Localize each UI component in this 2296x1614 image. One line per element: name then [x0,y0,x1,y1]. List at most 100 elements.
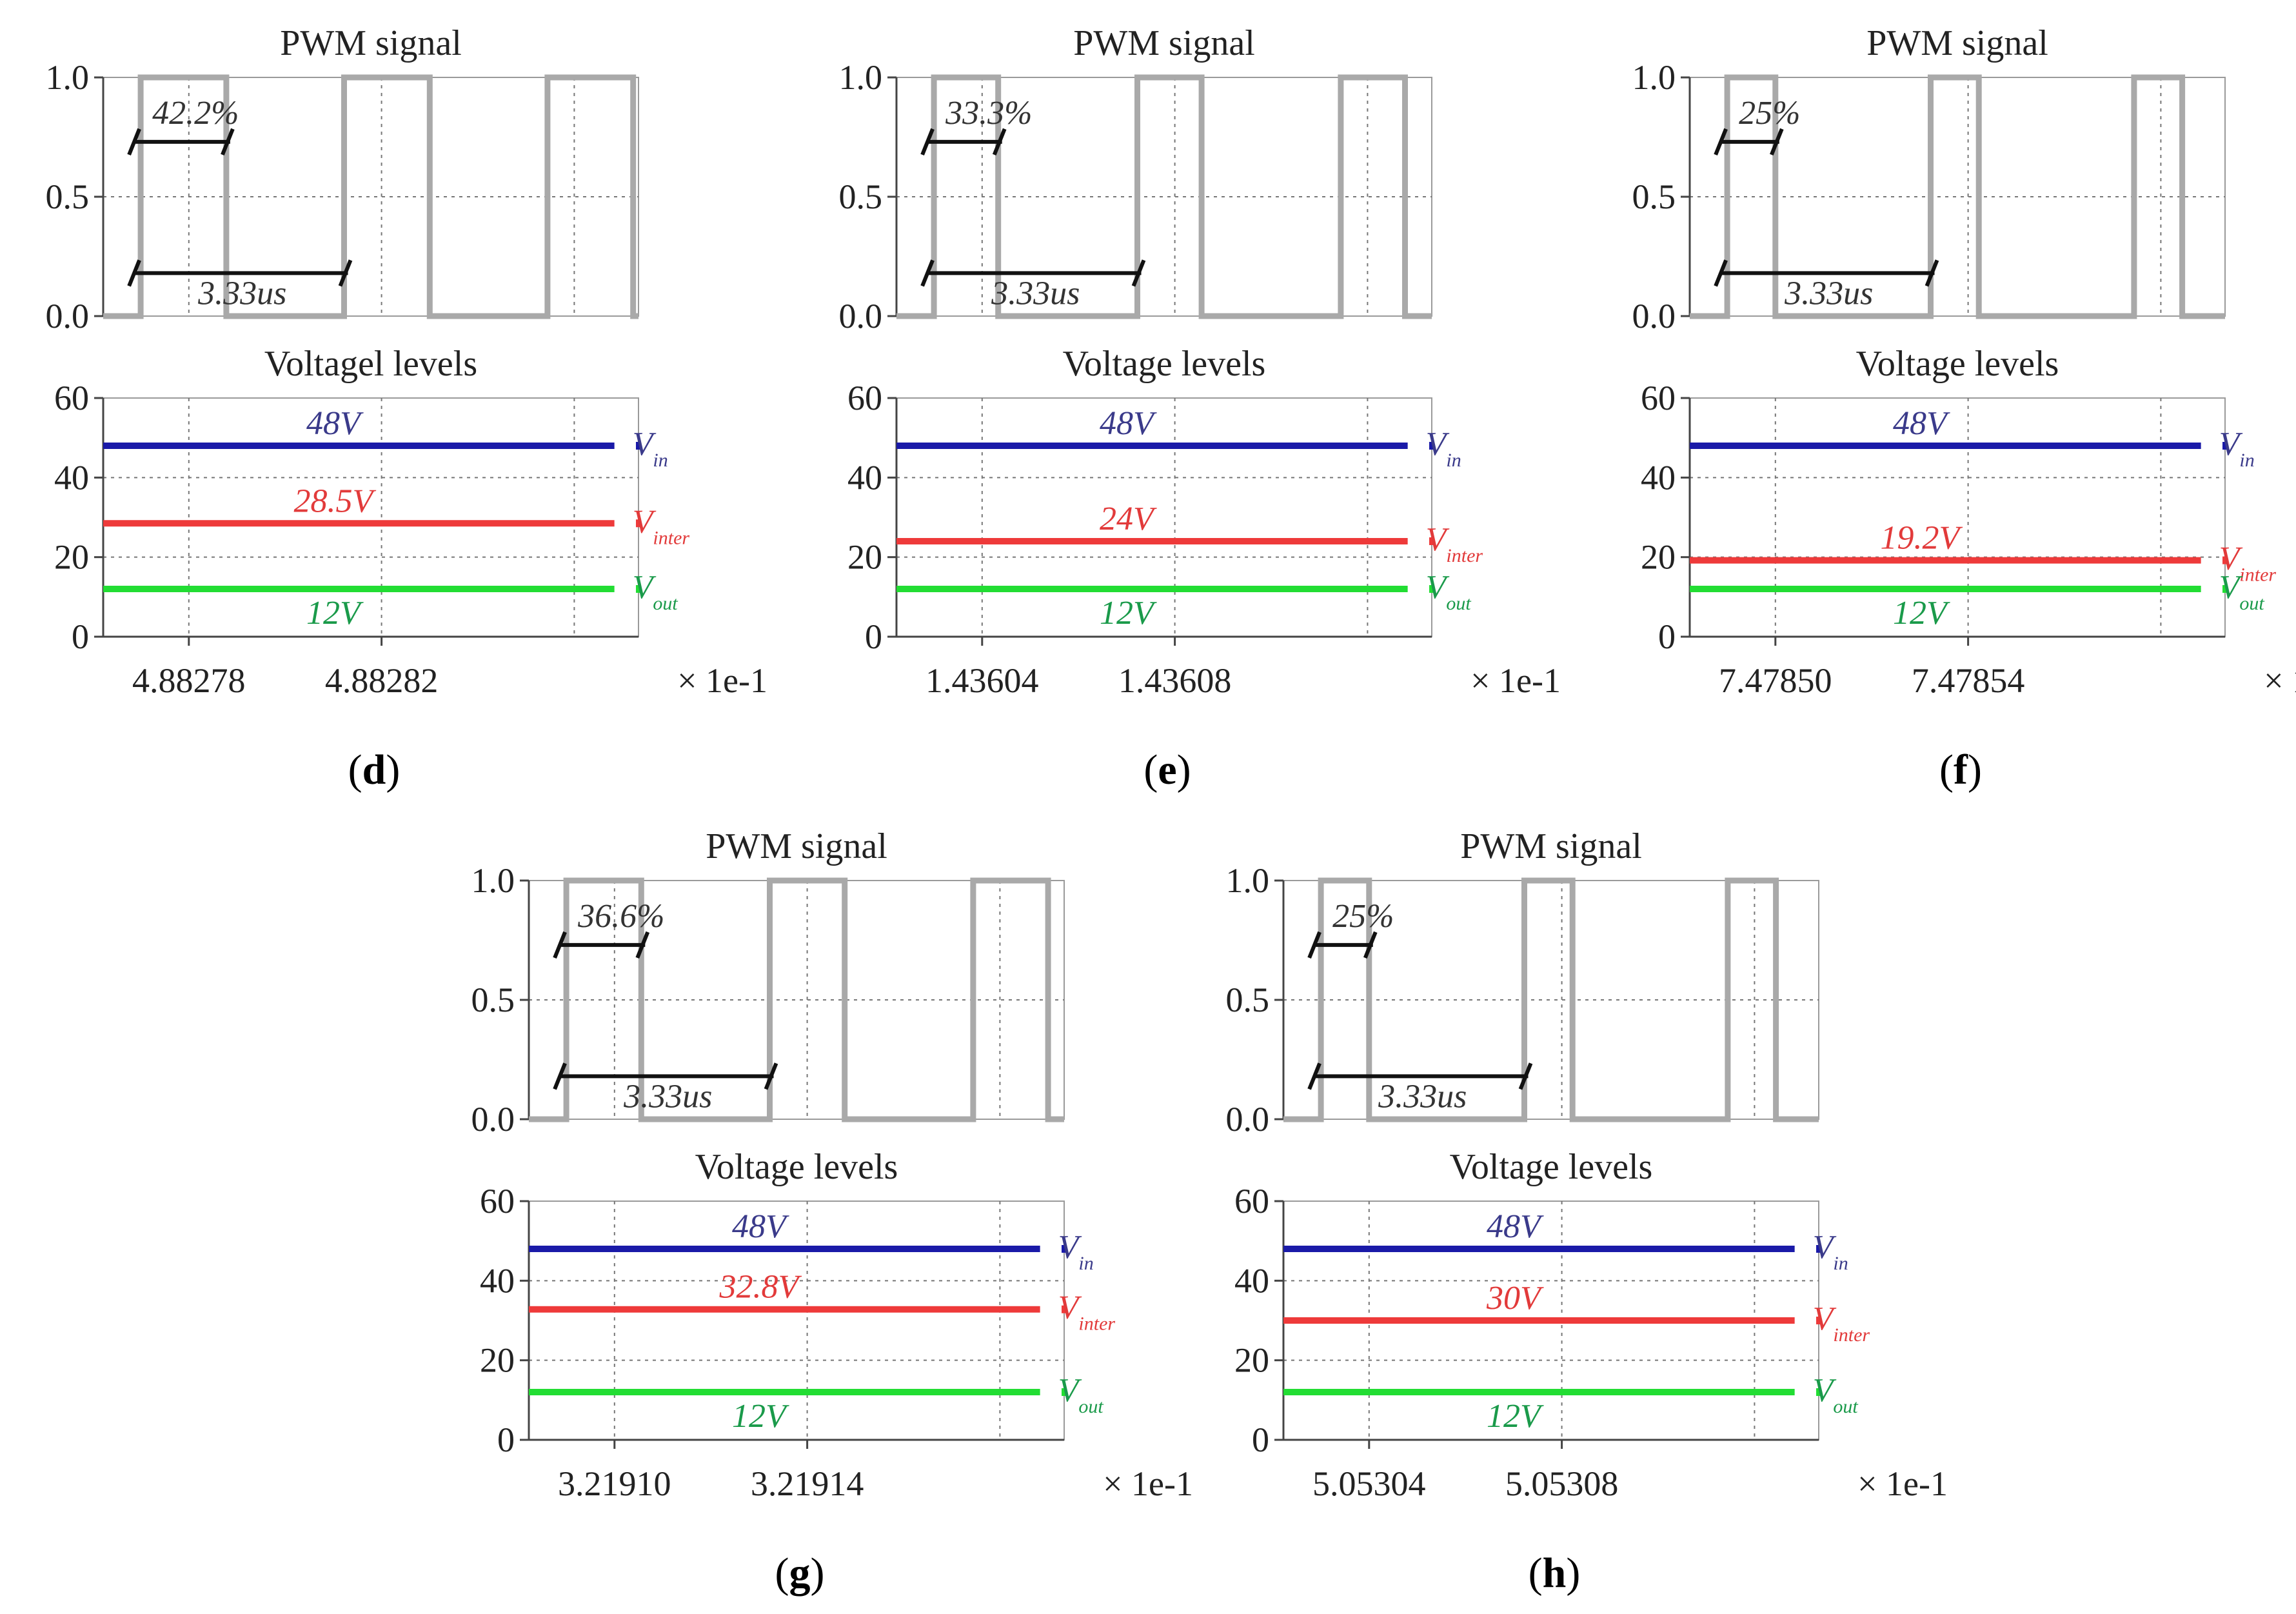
voltage-subplot: Voltage levels 60 40 20 0 5.05304 5.05308 × 1e-… [1234,1147,1948,1503]
pwm-title: PWM signal [280,23,462,63]
pwm-ytick-label: 0.0 [839,297,883,335]
pwm-ytick-label: 1.0 [1226,861,1270,900]
duty-bracket: 36.6% [555,898,664,958]
panel-label-h: (h) [1529,1549,1581,1597]
panel-g: PWM signal1.00.50.036.6%3.33usVoltage le… [471,826,1194,1597]
voltage-xtick-label: 4.88282 [325,661,439,700]
pwm-subplot: PWM signal 1.0 0.5 0.0 36.6% 3.33us [471,826,1065,1139]
pwm-ytick-label: 0.0 [46,297,90,335]
duty-bracket: 33.3% [922,95,1032,155]
voltage-ytick-label: 40 [847,458,882,497]
voltage-ytick-label: 40 [480,1261,515,1300]
pwm-ytick-label: 1.0 [839,58,883,97]
voltage-ytick-label: 20 [1641,538,1676,577]
voltage-ytick-label: 40 [1234,1261,1269,1300]
series-name-label: Vout [1426,569,1472,614]
voltage-ytick-label: 0 [1252,1420,1269,1459]
period-label: 3.33us [623,1078,712,1115]
voltage-ytick-label: 0 [865,617,882,656]
series-in: 48V Vin [1690,405,2255,471]
voltage-ytick-label: 60 [847,379,882,417]
series-name-label: Vin [1426,426,1461,471]
voltage-xtick-label: 1.43608 [1118,661,1232,700]
duty-bracket: 42.2% [129,95,239,155]
period-label: 3.33us [1784,275,1873,312]
pwm-ytick-label: 0.5 [1632,177,1676,216]
pwm-ytick-label: 1.0 [471,861,515,900]
voltage-title: Voltage levels [695,1147,898,1187]
pwm-ytick-label: 1.0 [46,58,90,97]
panel-d: PWM signal 1.0 0.5 0.0 42.2% 3.33us Voltagel l… [46,23,768,793]
pwm-ytick-label: 0.5 [471,981,515,1019]
series-name-label: Vin [1813,1229,1848,1274]
period-bracket: 3.33us [1309,1063,1530,1115]
series-in: 48V Vin [896,405,1461,471]
pwm-title: PWM signal [1460,826,1642,866]
duty-label: 36.6% [577,898,664,935]
series-value-label: 12V [1487,1398,1544,1435]
x-scale-label: × 1e-1 [1103,1464,1193,1503]
voltage-ytick-label: 0 [1658,617,1676,656]
series-inter: 28.5V Vinter [103,483,689,548]
panel-label-e: (e) [1143,746,1191,793]
voltage-ytick-label: 0 [72,617,89,656]
period-bracket: 3.33us [1716,260,1937,312]
voltage-ytick-label: 20 [54,538,89,577]
voltage-subplot: Voltage levels 60 40 20 0 7.47850 7.47854 × 1e-… [1641,344,2296,700]
voltage-subplot: Voltagel levels60402004.88278 4.88282 × 1e… [54,344,767,700]
series-value-label: 19.2V [1881,520,1963,557]
series-name-label: Vin [1058,1229,1094,1274]
series-name-label: Vin [2219,426,2255,471]
series-inter: 30V Vinter [1283,1280,1870,1346]
figure-canvas: PWM signal1.00.50.042.2%3.33usVoltagel l… [0,0,2296,1614]
duty-label: 25% [1739,95,1800,132]
pwm-title: PWM signal [1073,23,1255,63]
series-name-label: Vinter [1813,1300,1870,1346]
series-value-label: 24V [1100,501,1157,537]
period-bracket: 3.33us [129,260,350,312]
voltage-xtick-label: 5.05304 [1312,1464,1426,1503]
voltage-ytick-label: 60 [1234,1182,1269,1220]
x-scale-label: × 1e-1 [2264,661,2296,700]
voltage-xtick-label: 7.47854 [1912,661,2025,700]
voltage-frame [896,398,1432,637]
duty-label: 25% [1332,898,1394,935]
voltage-ytick-label: 40 [54,458,89,497]
voltage-xtick-label: 1.43604 [925,661,1039,700]
pwm-subplot: PWM signal 1.0 0.5 0.0 42.2% 3.33us [46,23,639,335]
series-in: 48V Vin [1283,1208,1848,1274]
series-value-label: 12V [1100,595,1157,632]
period-bracket: 3.33us [922,260,1143,312]
series-value-label: 32.8V [719,1269,802,1306]
period-label: 3.33us [1378,1078,1467,1115]
series-name-label: Vinter [1426,521,1483,566]
voltage-ytick-label: 20 [480,1341,515,1380]
pwm-ytick-label: 0.0 [1632,297,1676,335]
pwm-subplot: PWM signal1.00.50.025%3.33us [1226,826,1819,1139]
series-in: 48V Vin [103,405,668,471]
voltage-ytick-label: 60 [1641,379,1676,417]
series-value-label: 28.5V [294,483,377,519]
voltage-xtick-label: 7.47850 [1719,661,1832,700]
series-name-label: Vinter [1058,1290,1116,1335]
series-name-label: Vin [633,426,668,471]
voltage-title: Voltage levels [1450,1147,1653,1187]
pwm-ytick-label: 0.5 [1226,981,1270,1019]
voltage-title: Voltage levels [1856,344,2059,384]
voltage-subplot: Voltage levels 60 40 20 0 1.43604 1.43608 × 1e-… [847,344,1561,700]
voltage-frame [529,1201,1064,1440]
pwm-title: PWM signal [1866,23,2048,63]
series-value-label: 12V [1893,595,1950,632]
x-scale-label: × 1e-1 [677,661,767,700]
series-inter: 19.2V Vinter [1690,520,2276,586]
voltage-ytick-label: 20 [1234,1341,1269,1380]
series-value-label: 30V [1486,1280,1544,1317]
voltage-ytick-label: 0 [497,1420,515,1459]
voltage-xtick-label: 4.88278 [132,661,246,700]
panel-label-g: (g) [775,1549,825,1597]
series-value-label: 48V [732,1208,789,1245]
series-name-label: Vout [1813,1372,1859,1417]
panel-e: PWM signal 1.0 0.5 0.0 33.3% 3.33us Voltage le… [839,23,1561,793]
voltage-xtick-label: 3.21910 [558,1464,671,1503]
voltage-ytick-label: 40 [1641,458,1676,497]
